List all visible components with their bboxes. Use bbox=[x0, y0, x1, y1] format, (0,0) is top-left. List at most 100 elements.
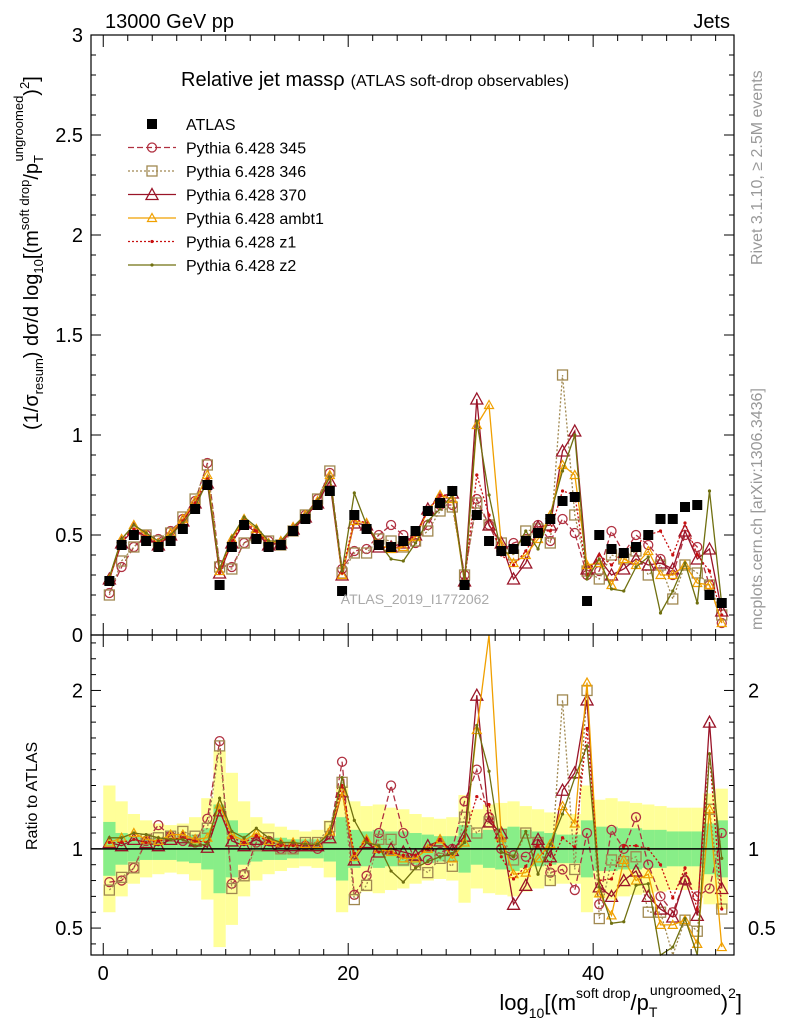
ratio-point-s346 bbox=[458, 811, 471, 823]
ratio-point-z1 bbox=[340, 783, 344, 788]
ratio-point-ambt1 bbox=[348, 851, 360, 861]
data-point bbox=[226, 542, 237, 552]
ratio-point-s345 bbox=[153, 819, 164, 831]
data-point bbox=[361, 524, 372, 534]
data-point bbox=[263, 542, 274, 552]
point-z2 bbox=[634, 565, 638, 569]
ratio-curves bbox=[102, 634, 729, 958]
ratio-point-s370 bbox=[224, 833, 239, 847]
ratio-point-ambt1 bbox=[446, 852, 458, 863]
point-z1 bbox=[560, 489, 565, 493]
ratio-point-s370 bbox=[481, 814, 497, 828]
ratio-curve-s346 bbox=[108, 690, 723, 958]
data-point bbox=[545, 514, 556, 524]
legend: ATLAS Pythia 6.428 345 Pythia 6.428 346 Pyt… bbox=[128, 117, 324, 275]
point-s346 bbox=[103, 589, 116, 601]
data-point bbox=[153, 542, 164, 552]
data-point bbox=[643, 530, 654, 540]
point-z2 bbox=[401, 559, 405, 563]
point-s345 bbox=[385, 519, 397, 531]
point-z1 bbox=[487, 513, 491, 517]
ratio-point-s345 bbox=[581, 827, 593, 839]
ratio-point-ambt1 bbox=[397, 852, 409, 863]
ratio-point-z2 bbox=[536, 872, 540, 876]
ratio-point-z1 bbox=[634, 844, 638, 848]
ratio-point-s346 bbox=[348, 893, 360, 906]
data-point bbox=[716, 598, 727, 608]
ratio-point-z2 bbox=[450, 852, 454, 856]
point-z2 bbox=[487, 493, 491, 497]
data-point bbox=[496, 546, 507, 556]
ratio-point-s370 bbox=[420, 838, 435, 852]
ratio-point-ambt1 bbox=[471, 724, 483, 735]
point-z1 bbox=[658, 529, 663, 533]
legend-label: Pythia 6.428 z1 bbox=[186, 235, 296, 252]
ratio-point-s370 bbox=[151, 838, 166, 852]
ratio-point-ambt1 bbox=[569, 817, 581, 828]
point-z2 bbox=[413, 541, 418, 545]
point-s345 bbox=[128, 541, 140, 553]
ratio-point-z2 bbox=[328, 831, 332, 835]
ratio-point-s346 bbox=[593, 912, 605, 925]
ratio-point-s346 bbox=[569, 863, 581, 876]
point-s346 bbox=[238, 537, 250, 549]
ratio-point-s345 bbox=[704, 883, 715, 894]
ratio-point-s370 bbox=[518, 877, 533, 891]
ratio-point-s370 bbox=[114, 838, 129, 852]
ratio-point-z2 bbox=[193, 844, 197, 848]
point-ambt1 bbox=[336, 569, 348, 580]
point-z1 bbox=[720, 613, 724, 617]
legend-label: Pythia 6.428 ambt1 bbox=[186, 211, 324, 228]
data-point bbox=[631, 542, 642, 552]
data-point bbox=[312, 500, 323, 510]
ratio-point-z1 bbox=[720, 907, 724, 911]
point-z2 bbox=[169, 533, 173, 537]
ratio-curve-s345 bbox=[109, 740, 723, 914]
x-tick-label: 20 bbox=[337, 963, 359, 985]
point-z2 bbox=[536, 547, 540, 551]
data-point bbox=[337, 586, 348, 596]
ratio-point-s346 bbox=[250, 840, 262, 852]
data-point bbox=[484, 536, 495, 546]
data-point bbox=[582, 596, 593, 606]
ratio-point-z1 bbox=[609, 877, 614, 881]
point-ambt1 bbox=[703, 579, 716, 590]
ratio-point-z2 bbox=[205, 842, 209, 846]
ratio-point-z1 bbox=[413, 853, 418, 857]
ratio-point-s370 bbox=[579, 692, 595, 706]
plot-title-note: (ATLAS soft-drop observables) bbox=[351, 73, 569, 90]
data-point bbox=[177, 524, 188, 534]
ratio-point-s345 bbox=[557, 864, 568, 875]
point-z2 bbox=[573, 433, 577, 437]
ratio-point-z2 bbox=[438, 855, 442, 859]
data-point bbox=[251, 534, 262, 544]
x-axis-label: log10[(msoft drop/pTungroomed)2] bbox=[499, 982, 742, 1021]
ratio-point-z2 bbox=[144, 833, 148, 837]
point-ambt1 bbox=[569, 469, 581, 480]
legend-marker-s345 bbox=[146, 142, 158, 153]
data-point bbox=[141, 536, 152, 546]
ratio-point-z2 bbox=[548, 842, 552, 846]
data-point bbox=[471, 510, 482, 520]
ratio-point-s346 bbox=[115, 871, 128, 884]
point-z2 bbox=[132, 523, 136, 527]
ratio-point-ambt1 bbox=[520, 866, 532, 877]
ratio-point-z1 bbox=[401, 853, 405, 857]
ratio-point-z2 bbox=[426, 859, 430, 864]
ratio-point-s370 bbox=[665, 909, 680, 923]
point-s345 bbox=[569, 527, 580, 539]
watermark: ATLAS_2019_I1772062 bbox=[341, 591, 490, 607]
ratio-point-s370 bbox=[237, 838, 252, 852]
ratio-point-z1 bbox=[573, 845, 577, 849]
point-z1 bbox=[609, 563, 614, 567]
point-ambt1 bbox=[532, 533, 544, 544]
ratio-point-z2 bbox=[230, 829, 234, 834]
ratio-point-s370 bbox=[677, 871, 693, 885]
point-s345 bbox=[643, 539, 654, 551]
point-s346 bbox=[226, 563, 238, 575]
point-z1 bbox=[683, 521, 687, 525]
data-point bbox=[447, 486, 458, 496]
point-ambt1 bbox=[618, 553, 630, 564]
ratio-point-z1 bbox=[389, 850, 393, 854]
data-point bbox=[373, 540, 384, 550]
